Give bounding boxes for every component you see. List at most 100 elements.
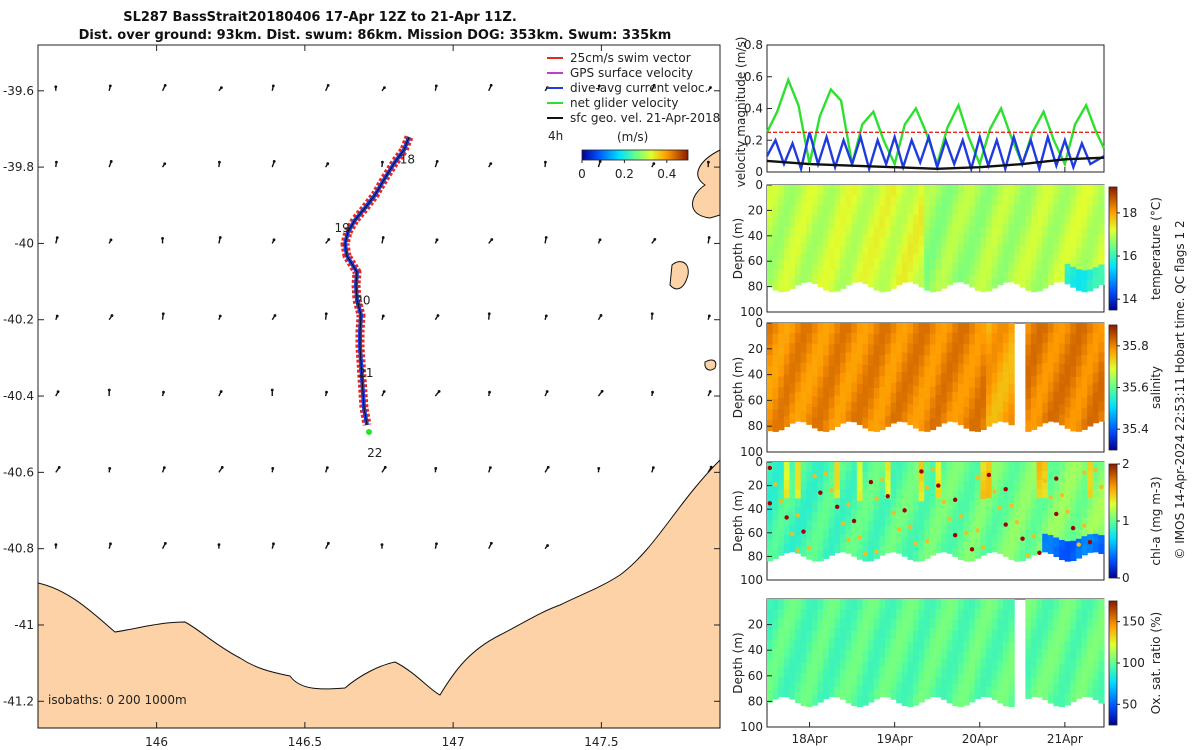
profile-cell xyxy=(907,491,914,502)
profile-cell xyxy=(946,480,953,490)
profile-cell xyxy=(1002,480,1010,491)
profile-cell xyxy=(856,471,864,483)
colorbar-tick-label: 50 xyxy=(1122,697,1137,711)
profile-cell xyxy=(969,333,976,346)
profile-cell xyxy=(868,471,875,483)
profile-cell xyxy=(986,489,993,499)
profile-cell xyxy=(811,694,819,706)
profile-cell xyxy=(1036,618,1043,629)
profile-cell xyxy=(811,406,819,418)
profile-cell xyxy=(817,491,824,503)
profile-cell xyxy=(868,481,875,493)
profile-cell xyxy=(1075,678,1083,689)
profile-cell xyxy=(929,418,937,431)
profile-cell xyxy=(795,264,802,276)
profile-cell xyxy=(1087,195,1094,207)
profile-cell xyxy=(1036,384,1043,396)
profile-cell xyxy=(778,599,785,610)
profile-cell xyxy=(862,673,869,685)
profile-cell xyxy=(1036,227,1043,239)
profile-cell xyxy=(817,540,824,552)
lon-tick-label: 147.5 xyxy=(584,735,618,749)
profile-cell xyxy=(1042,226,1049,238)
profile-cell xyxy=(767,225,774,237)
day-label: 19 xyxy=(335,221,350,235)
profile-cell xyxy=(817,660,824,672)
profile-cell xyxy=(806,414,813,425)
profile-cell xyxy=(924,471,931,482)
profile-cell xyxy=(834,405,841,417)
profile-cell xyxy=(884,686,892,698)
profile-cell xyxy=(957,404,965,415)
profile-cell xyxy=(974,529,982,540)
profile-cell xyxy=(856,652,864,665)
profile-cell xyxy=(783,618,791,629)
profile-cell xyxy=(873,206,880,218)
profile-cell xyxy=(789,215,796,227)
profile-cell xyxy=(963,244,970,255)
profile-cell xyxy=(991,246,998,258)
profile-cell xyxy=(1064,244,1071,255)
profile-cell xyxy=(823,608,830,620)
profile-cell xyxy=(997,381,1004,393)
profile-cell xyxy=(800,352,807,364)
profile-cell xyxy=(924,377,931,389)
profile-cell xyxy=(907,471,914,483)
colorbar-tick-label: 100 xyxy=(1122,656,1145,670)
velocity-ytick-label: 0 xyxy=(755,165,763,179)
profile-cell xyxy=(783,628,791,639)
profile-cell xyxy=(946,264,953,276)
depth-axis-label: Depth (m) xyxy=(731,218,745,279)
profile-cell xyxy=(834,374,841,386)
legend-label: dive-avg current veloc. xyxy=(570,81,708,95)
profile-cell xyxy=(884,374,892,386)
profile-cell xyxy=(1008,214,1015,225)
profile-cell xyxy=(811,481,819,493)
profile-cell xyxy=(952,323,959,334)
profile-cell xyxy=(817,640,824,652)
profile-cell xyxy=(969,398,976,410)
profile-cell xyxy=(778,667,785,678)
lat-tick-label: -40.2 xyxy=(3,313,34,327)
profile-cell xyxy=(946,682,953,693)
profile-cell xyxy=(1042,392,1049,404)
profile-cell xyxy=(963,386,970,398)
profile-cell xyxy=(935,384,942,396)
profile-cell xyxy=(963,531,970,542)
profile-cell xyxy=(1098,372,1105,383)
profile-cell xyxy=(1008,674,1015,686)
profile-cell xyxy=(1070,205,1077,217)
profile-cell xyxy=(851,641,858,653)
profile-cell xyxy=(1042,342,1049,354)
profile-cell xyxy=(941,470,948,481)
profile-cell xyxy=(851,194,858,206)
profile-cell xyxy=(1014,521,1021,532)
profile-cell xyxy=(890,599,897,610)
speed-colorbar-ticks: 0 0.2 0.4 xyxy=(578,160,676,181)
profile-cell xyxy=(1075,387,1083,400)
profile-cell xyxy=(907,185,914,196)
profile-cell xyxy=(907,685,914,697)
profile-cell xyxy=(862,471,869,483)
profile-cell xyxy=(1098,401,1105,412)
profile-cell xyxy=(929,248,937,261)
profile-cell xyxy=(817,671,824,683)
profile-cell xyxy=(783,599,791,610)
profile-cell xyxy=(1092,470,1099,481)
profile-cell xyxy=(823,377,830,389)
profile-cell xyxy=(935,415,942,427)
profile-cell xyxy=(856,481,864,492)
geo-velocity-arrowhead xyxy=(107,388,111,392)
profile-cell xyxy=(963,323,970,335)
profile-cell xyxy=(823,258,830,270)
profile-cell xyxy=(980,354,987,367)
profile-cell xyxy=(817,691,824,703)
profile-cell xyxy=(1059,471,1066,483)
profile-cell xyxy=(918,205,925,217)
profile-cell xyxy=(783,462,791,472)
profile-cell xyxy=(890,649,897,660)
profile-cell xyxy=(1042,402,1049,414)
profile-cell xyxy=(1081,238,1088,250)
profile-cell xyxy=(952,223,959,235)
profile-cell xyxy=(896,534,903,545)
